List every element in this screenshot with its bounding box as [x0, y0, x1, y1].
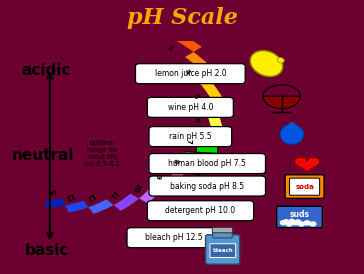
Text: 5: 5 — [192, 93, 199, 100]
Wedge shape — [163, 170, 185, 191]
Text: detergent pH 10.0: detergent pH 10.0 — [165, 206, 236, 215]
Wedge shape — [185, 152, 201, 174]
Circle shape — [289, 219, 294, 222]
Text: 3: 3 — [166, 45, 174, 52]
Text: acidic: acidic — [22, 63, 71, 78]
Text: 14: 14 — [46, 187, 57, 195]
Wedge shape — [185, 52, 218, 78]
Polygon shape — [284, 122, 299, 129]
FancyBboxPatch shape — [149, 127, 232, 147]
FancyBboxPatch shape — [213, 230, 232, 238]
Wedge shape — [200, 130, 213, 153]
FancyBboxPatch shape — [127, 228, 220, 248]
Text: basic: basic — [24, 242, 69, 258]
FancyBboxPatch shape — [149, 176, 265, 196]
Polygon shape — [294, 157, 320, 173]
Text: pH Scale: pH Scale — [127, 7, 237, 29]
Text: 10: 10 — [131, 181, 141, 193]
FancyBboxPatch shape — [285, 175, 324, 198]
Text: 9: 9 — [153, 172, 161, 179]
Text: 12: 12 — [85, 191, 96, 202]
Wedge shape — [131, 5, 176, 27]
Ellipse shape — [277, 58, 284, 63]
Text: optimal
range for
most life
pH 6.5-8.2: optimal range for most life pH 6.5-8.2 — [85, 140, 120, 167]
Circle shape — [304, 221, 310, 225]
FancyBboxPatch shape — [206, 235, 240, 264]
Text: suds: suds — [289, 210, 309, 219]
FancyBboxPatch shape — [289, 178, 320, 195]
Text: 6: 6 — [192, 117, 199, 123]
Circle shape — [296, 220, 300, 223]
Text: 13: 13 — [64, 191, 75, 200]
FancyBboxPatch shape — [277, 206, 323, 228]
Text: 7: 7 — [186, 139, 192, 144]
Text: wine pH 4.0: wine pH 4.0 — [167, 103, 213, 112]
Wedge shape — [139, 184, 163, 203]
Circle shape — [286, 222, 292, 226]
FancyBboxPatch shape — [210, 244, 236, 258]
FancyBboxPatch shape — [147, 201, 254, 221]
Wedge shape — [195, 129, 218, 153]
Circle shape — [284, 220, 289, 223]
FancyBboxPatch shape — [212, 227, 233, 233]
Circle shape — [280, 221, 286, 225]
Text: human blood pH 7.5: human blood pH 7.5 — [168, 159, 246, 168]
Ellipse shape — [250, 51, 283, 76]
Text: lemon juice pH 2.0: lemon juice pH 2.0 — [155, 69, 226, 78]
Wedge shape — [92, 0, 141, 5]
Text: 4: 4 — [183, 68, 191, 76]
Circle shape — [292, 221, 298, 225]
FancyBboxPatch shape — [147, 97, 233, 117]
Text: bleach pH 12.5: bleach pH 12.5 — [145, 233, 202, 242]
Wedge shape — [180, 152, 206, 175]
Wedge shape — [199, 78, 225, 105]
Text: baking soda pH 8.5: baking soda pH 8.5 — [170, 181, 244, 190]
Wedge shape — [88, 199, 114, 214]
Ellipse shape — [280, 124, 304, 144]
Text: bleach: bleach — [213, 248, 233, 253]
Wedge shape — [46, 198, 65, 208]
Text: 8: 8 — [172, 158, 179, 164]
Text: rain pH 5.5: rain pH 5.5 — [169, 132, 211, 141]
Wedge shape — [162, 27, 202, 52]
Circle shape — [310, 222, 316, 226]
Text: 11: 11 — [107, 188, 119, 199]
Text: soda: soda — [295, 184, 314, 190]
Wedge shape — [263, 96, 300, 109]
Text: neutral: neutral — [12, 148, 74, 163]
Circle shape — [298, 222, 304, 226]
FancyBboxPatch shape — [135, 64, 245, 84]
Wedge shape — [65, 201, 88, 213]
Wedge shape — [114, 194, 139, 211]
Wedge shape — [203, 105, 223, 130]
FancyBboxPatch shape — [149, 153, 265, 173]
